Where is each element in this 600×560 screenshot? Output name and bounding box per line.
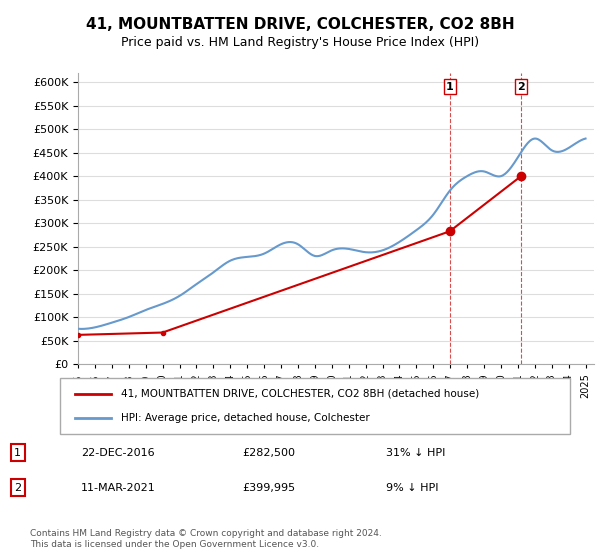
Text: 11-MAR-2021: 11-MAR-2021 bbox=[81, 483, 156, 493]
Text: 1: 1 bbox=[14, 448, 21, 458]
Text: £282,500: £282,500 bbox=[242, 448, 295, 458]
Text: 1: 1 bbox=[446, 82, 454, 91]
Text: 2: 2 bbox=[517, 82, 525, 91]
Text: £399,995: £399,995 bbox=[242, 483, 296, 493]
Text: Price paid vs. HM Land Registry's House Price Index (HPI): Price paid vs. HM Land Registry's House … bbox=[121, 36, 479, 49]
Text: Contains HM Land Registry data © Crown copyright and database right 2024.
This d: Contains HM Land Registry data © Crown c… bbox=[30, 529, 382, 549]
FancyBboxPatch shape bbox=[60, 378, 570, 434]
Text: 41, MOUNTBATTEN DRIVE, COLCHESTER, CO2 8BH (detached house): 41, MOUNTBATTEN DRIVE, COLCHESTER, CO2 8… bbox=[121, 389, 479, 399]
Text: 31% ↓ HPI: 31% ↓ HPI bbox=[386, 448, 446, 458]
Text: HPI: Average price, detached house, Colchester: HPI: Average price, detached house, Colc… bbox=[121, 413, 370, 423]
Text: 41, MOUNTBATTEN DRIVE, COLCHESTER, CO2 8BH: 41, MOUNTBATTEN DRIVE, COLCHESTER, CO2 8… bbox=[86, 17, 514, 32]
Text: 22-DEC-2016: 22-DEC-2016 bbox=[81, 448, 155, 458]
Text: 2: 2 bbox=[14, 483, 22, 493]
Text: 9% ↓ HPI: 9% ↓ HPI bbox=[386, 483, 439, 493]
